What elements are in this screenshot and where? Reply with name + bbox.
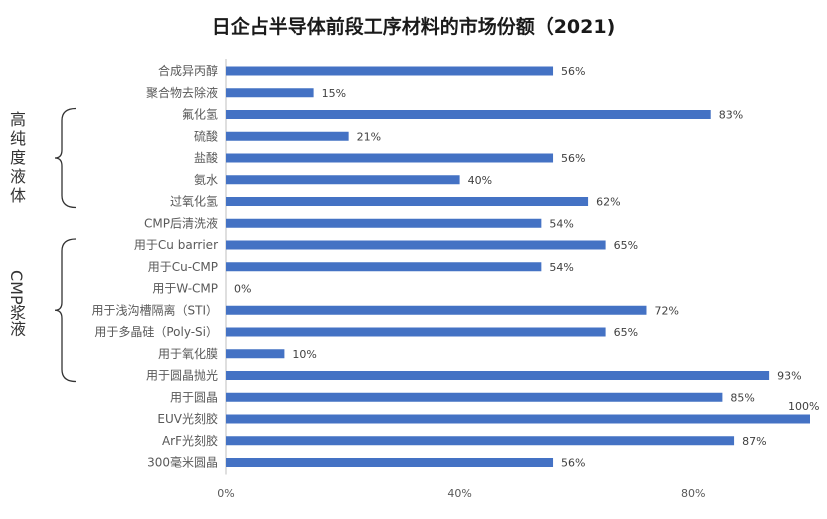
- category-label: 硫酸: [194, 128, 218, 143]
- data-label: 56%: [561, 152, 585, 165]
- data-label: 10%: [292, 348, 316, 361]
- category-label: 合成异丙醇: [158, 63, 218, 78]
- category-label: 用于多晶硅（Poly-Si）: [94, 325, 218, 339]
- category-label: 用于W-CMP: [152, 282, 218, 296]
- bar: [226, 458, 554, 467]
- bar: [226, 240, 606, 250]
- category-label: EUV光刻胶: [157, 411, 218, 426]
- data-label: 56%: [561, 65, 585, 78]
- x-tick-label: 40%: [447, 487, 471, 500]
- bar: [226, 197, 589, 206]
- chart-title: 日企占半导体前段工序材料的市场份额（2021): [211, 16, 616, 38]
- bar: [226, 153, 554, 163]
- data-label: 54%: [549, 217, 573, 230]
- bar: [226, 66, 554, 76]
- data-label: 0%: [234, 283, 251, 296]
- data-label: 54%: [549, 261, 573, 274]
- data-label: 56%: [561, 457, 585, 470]
- category-label: CMP后清洗液: [144, 215, 218, 230]
- category-label: ArF光刻胶: [162, 433, 218, 448]
- data-label: 83%: [719, 109, 743, 122]
- data-label: 100%: [788, 400, 819, 413]
- bar: [226, 218, 542, 228]
- bar: [226, 175, 460, 185]
- data-label: 15%: [322, 87, 346, 100]
- data-label: 62%: [596, 196, 620, 209]
- bar: [226, 305, 647, 315]
- bar: [226, 327, 606, 337]
- data-label: 65%: [614, 326, 638, 339]
- bar: [226, 436, 735, 446]
- group-label-cmp-slurry: CMP浆液: [7, 270, 26, 337]
- category-label: 过氧化氢: [170, 194, 218, 209]
- category-label: 用于氧化膜: [158, 347, 218, 361]
- bar: [226, 262, 542, 272]
- data-label: 93%: [777, 370, 801, 383]
- category-label: 氟化氢: [182, 107, 218, 122]
- bar: [226, 371, 770, 380]
- category-label: 用于圆晶: [170, 390, 218, 404]
- category-label: 用于Cu barrier: [134, 238, 218, 252]
- data-label: 65%: [614, 239, 638, 252]
- data-label: 87%: [742, 435, 766, 448]
- category-label: 用于圆晶抛光: [146, 368, 218, 383]
- category-label: 氨水: [194, 173, 218, 187]
- category-label: 聚合物去除液: [146, 85, 218, 100]
- category-label: 盐酸: [194, 150, 218, 165]
- group-brace-0: [54, 107, 77, 209]
- category-label: 300毫米圆晶: [147, 455, 218, 470]
- bar: [226, 110, 711, 119]
- bar: [226, 392, 723, 402]
- bar: [226, 349, 285, 359]
- data-label: 40%: [468, 174, 492, 187]
- data-label: 85%: [730, 391, 754, 404]
- x-tick-label: 0%: [217, 487, 234, 500]
- data-label: 72%: [654, 304, 678, 317]
- category-label: 用于Cu-CMP: [148, 260, 218, 274]
- x-tick-label: 80%: [681, 487, 705, 500]
- group-label-high-purity-liquid: 高纯度液体: [9, 110, 26, 205]
- group-brace-1: [54, 238, 77, 383]
- bar: [226, 88, 314, 98]
- bar: [226, 414, 810, 424]
- category-label: 用于浅沟槽隔离（STI）: [92, 302, 219, 317]
- data-label: 21%: [357, 130, 381, 143]
- bar: [226, 131, 349, 141]
